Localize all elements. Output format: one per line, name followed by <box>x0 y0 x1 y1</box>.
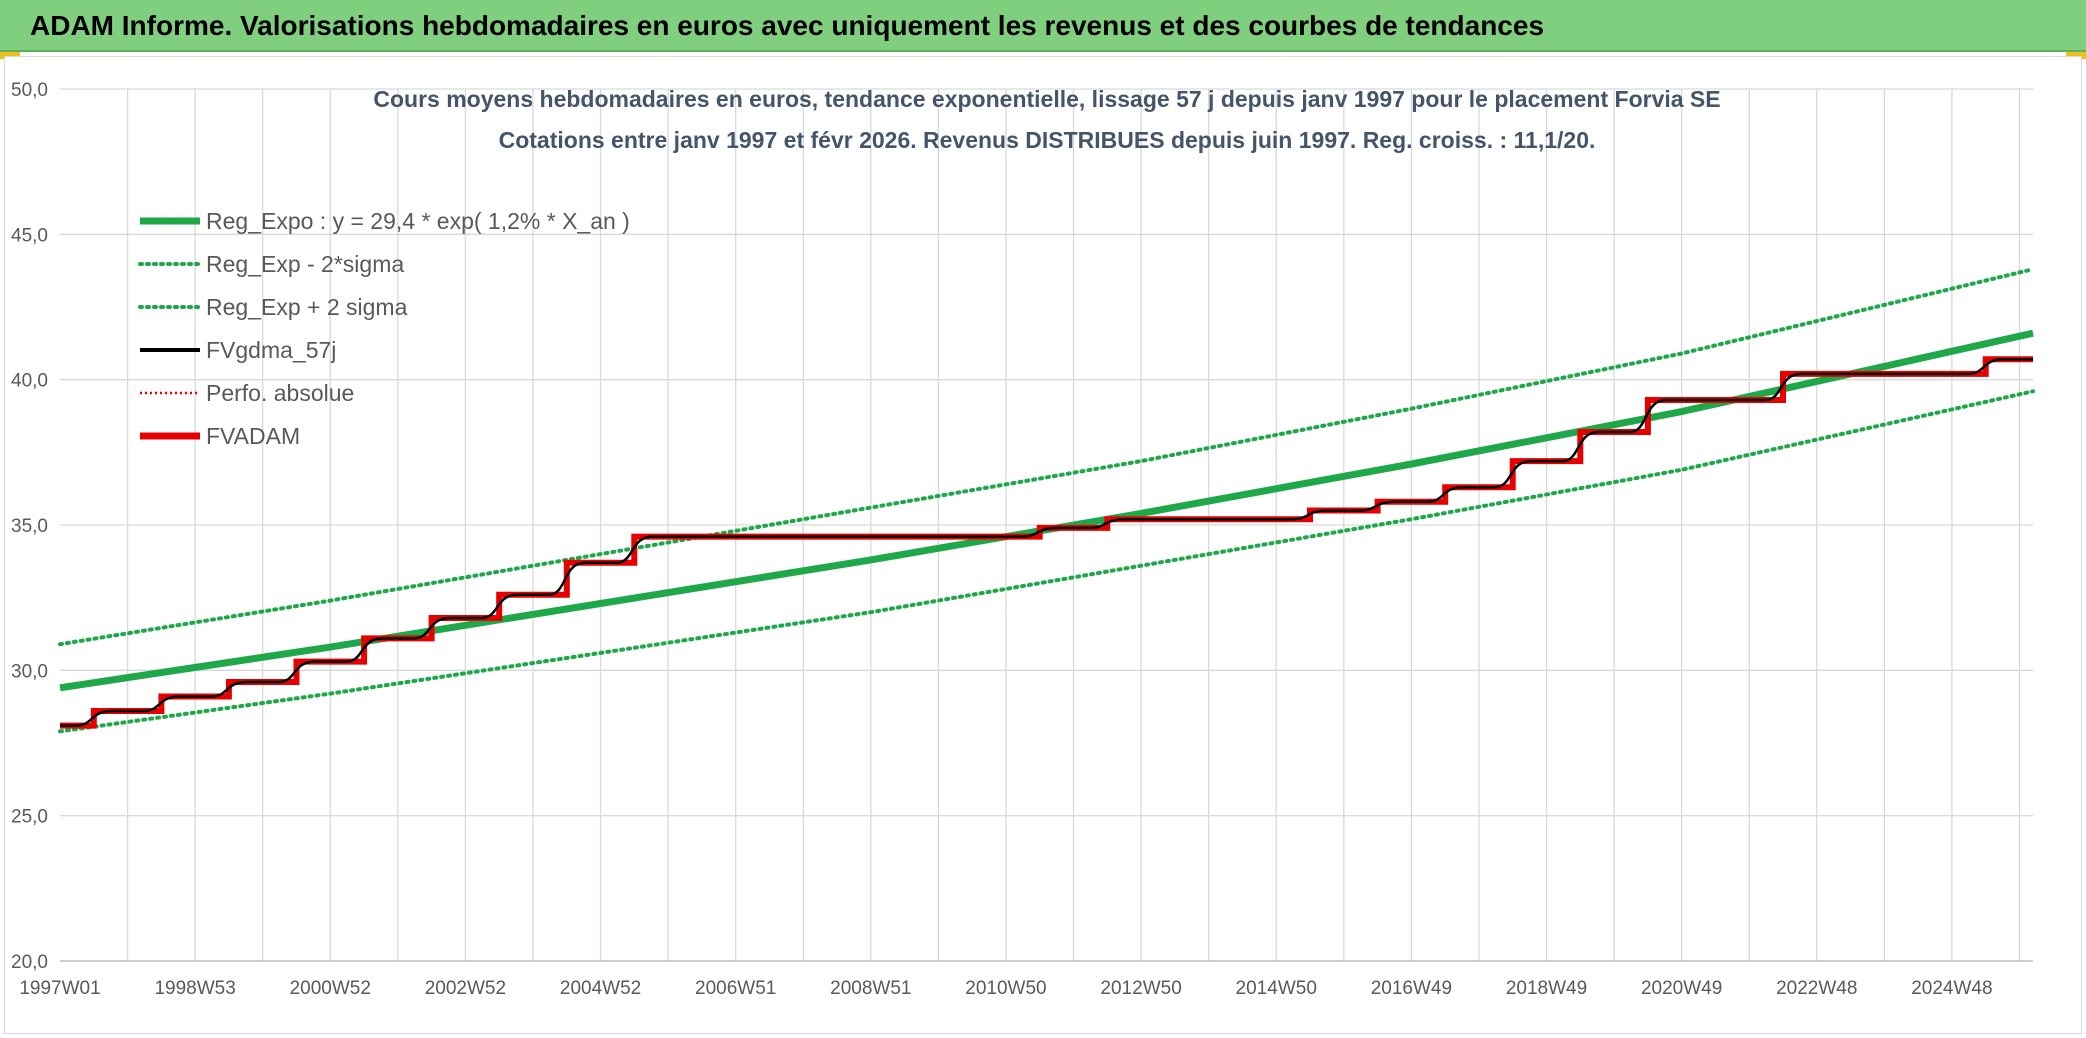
x-tick-label: 2010W50 <box>965 978 1046 999</box>
legend-label: Reg_Exp - 2*sigma <box>206 251 404 277</box>
series-reg-minus-2sigma <box>58 389 2035 734</box>
y-tick-label: 45,0 <box>11 225 48 246</box>
x-tick-label: 2006W51 <box>695 978 776 999</box>
legend-label: FVADAM <box>206 423 300 449</box>
chart-title-line2: Cotations entre janv 1997 et févr 2026. … <box>499 127 1596 153</box>
x-tick-label: 2002W52 <box>425 978 506 999</box>
chart-legend: Reg_Expo : y = 29,4 * exp( 1,2% * X_an )… <box>138 208 630 449</box>
chart-area: 20,0 25,0 30,0 35,0 40,0 45,0 50,0 1997W01 1998W… <box>4 56 2082 1034</box>
corner-marker-right <box>2066 52 2086 59</box>
x-tick-label: 2018W49 <box>1506 978 1587 999</box>
series-fvgdma-57j <box>60 358 2033 727</box>
legend-label: Reg_Expo : y = 29,4 * exp( 1,2% * X_an ) <box>206 208 630 234</box>
x-tick-label: 2016W49 <box>1371 978 1452 999</box>
legend-label: Reg_Exp + 2 sigma <box>206 294 408 320</box>
x-tick-label: 2020W49 <box>1641 978 1722 999</box>
x-tick-label: 2004W52 <box>560 978 641 999</box>
x-tick-label: 2008W51 <box>830 978 911 999</box>
x-tick-label: 1997W01 <box>19 978 100 999</box>
series-reg-plus-2sigma <box>58 267 2035 647</box>
chart-title-line1: Cours moyens hebdomadaires en euros, ten… <box>373 86 1720 112</box>
y-tick-label: 40,0 <box>11 371 48 392</box>
y-tick-label: 35,0 <box>11 516 48 537</box>
y-tick-label: 25,0 <box>11 807 48 828</box>
legend-label: FVgdma_57j <box>206 337 336 363</box>
legend-label: Perfo. absolue <box>206 380 354 406</box>
x-tick-label: 2014W50 <box>1236 978 1317 999</box>
y-tick-label: 20,0 <box>11 952 48 973</box>
series-reg-expo <box>59 329 2034 692</box>
x-tick-label: 2000W52 <box>290 978 371 999</box>
line-chart: 20,0 25,0 30,0 35,0 40,0 45,0 50,0 1997W01 1998W… <box>11 80 2035 999</box>
x-tick-label: 2012W50 <box>1100 978 1181 999</box>
x-tick-label: 1998W53 <box>154 978 235 999</box>
y-tick-label: 30,0 <box>11 661 48 682</box>
report-banner: ADAM Informe. Valorisations hebdomadaire… <box>0 0 2086 52</box>
corner-marker-left <box>0 52 20 59</box>
x-tick-label: 2024W48 <box>1911 978 1992 999</box>
report-title: ADAM Informe. Valorisations hebdomadaire… <box>30 10 1545 41</box>
x-tick-label: 2022W48 <box>1776 978 1857 999</box>
y-tick-label: 50,0 <box>11 80 48 101</box>
